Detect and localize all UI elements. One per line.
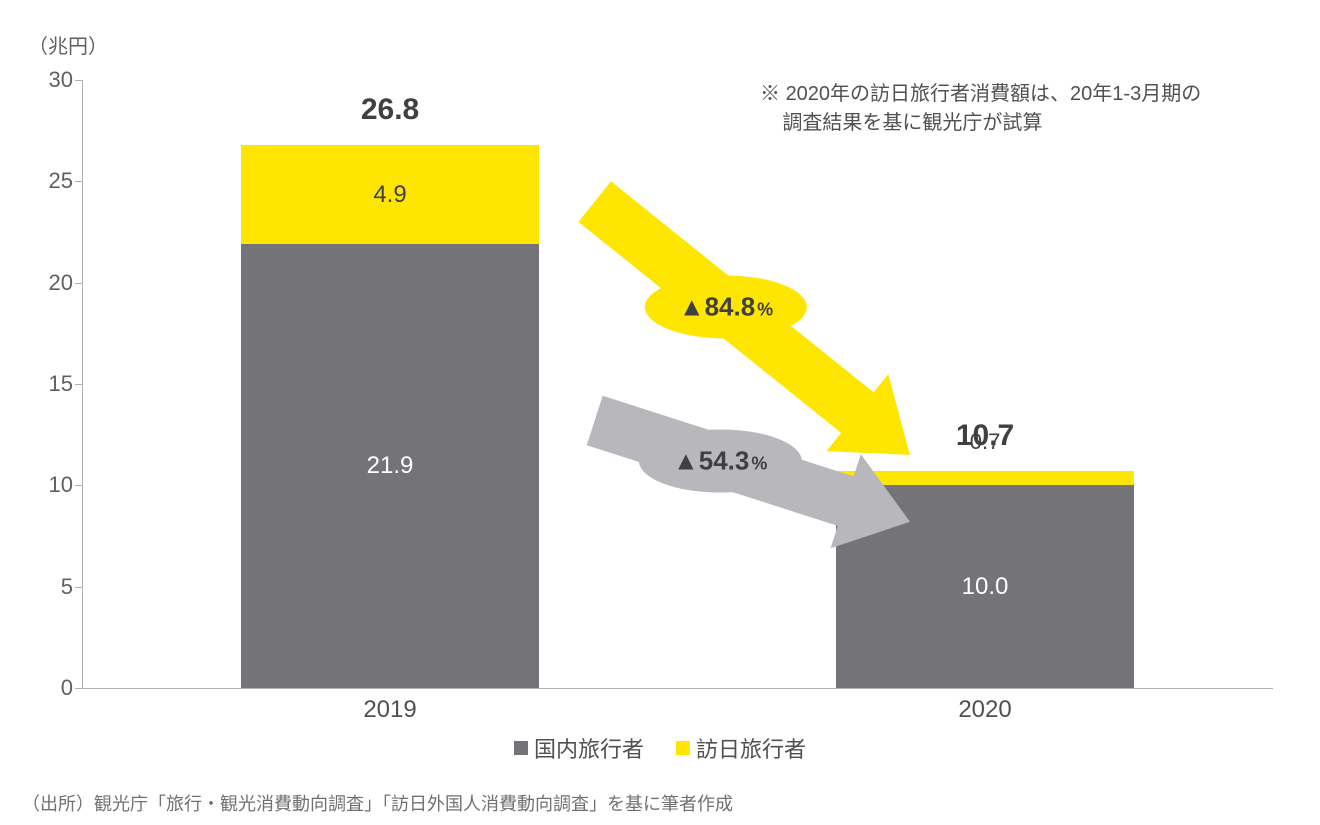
footnote-line1: 2020年の訪日旅行者消費額は、20年1-3月期の (786, 83, 1202, 105)
y-tick-mark (75, 587, 83, 588)
bar-value-inbound-2019: 4.9 (373, 181, 406, 209)
footnote-prefix: ※ (760, 83, 786, 105)
legend-label: 訪日旅行者 (696, 732, 806, 764)
legend-swatch (514, 741, 528, 755)
bar-inbound-2020 (836, 471, 1134, 485)
legend-item: 国内旅行者 (514, 732, 644, 764)
y-tick-mark (75, 485, 83, 486)
y-tick-label: 15 (49, 371, 73, 397)
legend: 国内旅行者 訪日旅行者 (514, 732, 806, 764)
chart-container: （兆円） 05101520253021.94.926.8201910.00.71… (0, 0, 1320, 825)
y-tick-mark (75, 283, 83, 284)
bar-value-domestic-2019: 21.9 (367, 452, 414, 480)
y-tick-mark (75, 688, 83, 689)
y-axis-title: （兆円） (28, 30, 108, 59)
bar-domestic-2020: 10.0 (836, 485, 1134, 688)
chart-footnote: ※ 2020年の訪日旅行者消費額は、20年1-3月期の ※ 調査結果を基に観光庁… (760, 80, 1201, 138)
y-tick-label: 30 (49, 67, 73, 93)
legend-swatch (676, 741, 690, 755)
plot-area: 05101520253021.94.926.8201910.00.710.720… (82, 80, 1273, 689)
y-tick-mark (75, 181, 83, 182)
bar-total-2019: 26.8 (361, 93, 419, 127)
y-tick-label: 5 (61, 574, 73, 600)
bar-value-domestic-2020: 10.0 (962, 573, 1009, 601)
change-pct-inbound: ▲84.8% (645, 276, 807, 339)
y-tick-mark (75, 80, 83, 81)
y-tick-mark (75, 384, 83, 385)
y-tick-label: 25 (49, 168, 73, 194)
y-tick-label: 0 (61, 675, 73, 701)
footnote-line2: 調査結果を基に観光庁が試算 (782, 112, 1042, 134)
x-category-label: 2020 (958, 696, 1011, 724)
change-pct-domestic: ▲54.3% (639, 429, 801, 492)
legend-label: 国内旅行者 (534, 732, 644, 764)
x-category-label: 2019 (363, 696, 416, 724)
bar-domestic-2019: 21.9 (241, 244, 539, 688)
legend-item: 訪日旅行者 (676, 732, 806, 764)
y-tick-label: 10 (49, 472, 73, 498)
bar-total-2020: 10.7 (956, 419, 1014, 453)
bar-inbound-2019: 4.9 (241, 145, 539, 244)
y-tick-label: 20 (49, 270, 73, 296)
source-attribution: （出所）観光庁「旅行・観光消費動向調査」「訪日外国人消費動向調査」を基に筆者作成 (22, 790, 733, 816)
